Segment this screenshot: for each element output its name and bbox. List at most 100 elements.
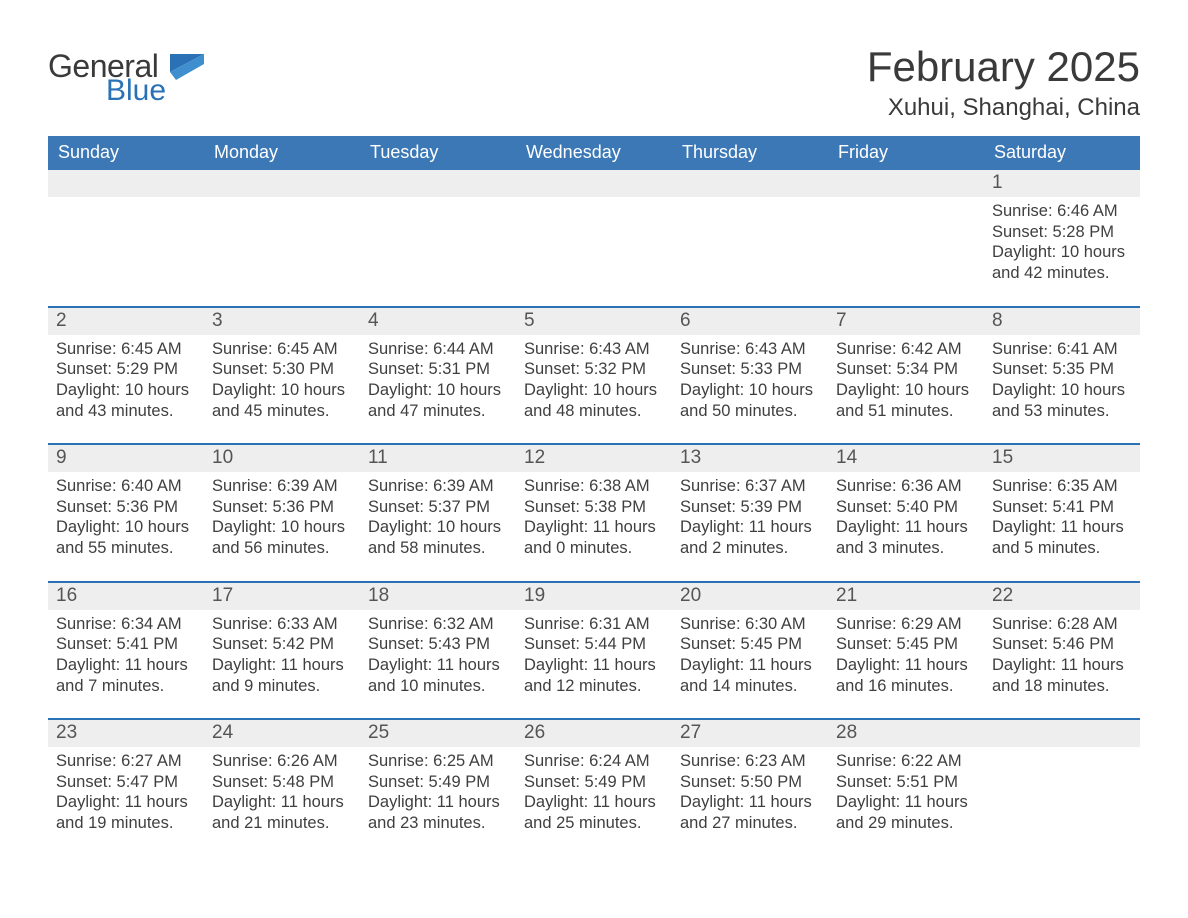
month-title: February 2025	[867, 44, 1140, 90]
day-detail-cell: Sunrise: 6:33 AMSunset: 5:42 PMDaylight:…	[204, 610, 360, 697]
day-number	[828, 170, 984, 197]
daylight-line-2: and 16 minutes.	[836, 676, 976, 697]
logo-text: General Blue	[48, 50, 166, 106]
sunrise-line: Sunrise: 6:25 AM	[368, 751, 508, 772]
daylight-line-1: Daylight: 11 hours	[524, 655, 664, 676]
daylight-line-2: and 29 minutes.	[836, 813, 976, 834]
weekday-header: Saturday	[984, 136, 1140, 170]
sunset-line: Sunset: 5:35 PM	[992, 359, 1132, 380]
week-spacer	[48, 421, 1140, 443]
day-number	[516, 170, 672, 197]
weekday-header: Friday	[828, 136, 984, 170]
sunrise-line: Sunrise: 6:23 AM	[680, 751, 820, 772]
sunset-line: Sunset: 5:45 PM	[680, 634, 820, 655]
sunrise-line: Sunrise: 6:36 AM	[836, 476, 976, 497]
sunrise-line: Sunrise: 6:43 AM	[524, 339, 664, 360]
daylight-line-1: Daylight: 10 hours	[368, 517, 508, 538]
sunset-line: Sunset: 5:40 PM	[836, 497, 976, 518]
daylight-line-2: and 2 minutes.	[680, 538, 820, 559]
daylight-line-2: and 43 minutes.	[56, 401, 196, 422]
daylight-line-1: Daylight: 10 hours	[992, 242, 1132, 263]
title-block: February 2025 Xuhui, Shanghai, China	[867, 44, 1140, 122]
day-detail-cell: Sunrise: 6:34 AMSunset: 5:41 PMDaylight:…	[48, 610, 204, 697]
day-detail-row: Sunrise: 6:40 AMSunset: 5:36 PMDaylight:…	[48, 472, 1140, 559]
day-number: 13	[672, 445, 828, 472]
sunrise-line: Sunrise: 6:30 AM	[680, 614, 820, 635]
week-spacer	[48, 284, 1140, 306]
day-number: 24	[204, 720, 360, 747]
day-number: 12	[516, 445, 672, 472]
day-number	[672, 170, 828, 197]
sunset-line: Sunset: 5:41 PM	[56, 634, 196, 655]
sunset-line: Sunset: 5:36 PM	[56, 497, 196, 518]
sunrise-line: Sunrise: 6:31 AM	[524, 614, 664, 635]
daylight-line-1: Daylight: 10 hours	[212, 517, 352, 538]
sunrise-line: Sunrise: 6:38 AM	[524, 476, 664, 497]
daylight-line-1: Daylight: 11 hours	[836, 655, 976, 676]
day-number-row: 2345678	[48, 306, 1140, 335]
daylight-line-1: Daylight: 11 hours	[212, 655, 352, 676]
day-number	[984, 720, 1140, 747]
daylight-line-1: Daylight: 10 hours	[56, 380, 196, 401]
daylight-line-2: and 3 minutes.	[836, 538, 976, 559]
day-number-row: 16171819202122	[48, 581, 1140, 610]
day-detail-cell: Sunrise: 6:44 AMSunset: 5:31 PMDaylight:…	[360, 335, 516, 422]
sunrise-line: Sunrise: 6:44 AM	[368, 339, 508, 360]
day-detail-cell	[828, 197, 984, 284]
daylight-line-2: and 23 minutes.	[368, 813, 508, 834]
day-number: 2	[48, 308, 204, 335]
day-number	[360, 170, 516, 197]
weekday-header: Sunday	[48, 136, 204, 170]
daylight-line-1: Daylight: 11 hours	[524, 792, 664, 813]
day-number: 20	[672, 583, 828, 610]
sunrise-line: Sunrise: 6:42 AM	[836, 339, 976, 360]
daylight-line-2: and 58 minutes.	[368, 538, 508, 559]
sunrise-line: Sunrise: 6:41 AM	[992, 339, 1132, 360]
day-detail-cell: Sunrise: 6:40 AMSunset: 5:36 PMDaylight:…	[48, 472, 204, 559]
sunrise-line: Sunrise: 6:40 AM	[56, 476, 196, 497]
sunset-line: Sunset: 5:48 PM	[212, 772, 352, 793]
daylight-line-2: and 10 minutes.	[368, 676, 508, 697]
daylight-line-2: and 55 minutes.	[56, 538, 196, 559]
day-number-row: 1	[48, 170, 1140, 197]
day-detail-cell: Sunrise: 6:27 AMSunset: 5:47 PMDaylight:…	[48, 747, 204, 834]
sunrise-line: Sunrise: 6:26 AM	[212, 751, 352, 772]
sunrise-line: Sunrise: 6:22 AM	[836, 751, 976, 772]
sunrise-line: Sunrise: 6:46 AM	[992, 201, 1132, 222]
day-detail-cell: Sunrise: 6:45 AMSunset: 5:29 PMDaylight:…	[48, 335, 204, 422]
week-spacer	[48, 696, 1140, 718]
day-detail-cell: Sunrise: 6:25 AMSunset: 5:49 PMDaylight:…	[360, 747, 516, 834]
daylight-line-2: and 12 minutes.	[524, 676, 664, 697]
day-number: 18	[360, 583, 516, 610]
calendar-page: General Blue February 2025 Xuhui, Shangh…	[0, 0, 1188, 874]
sunrise-line: Sunrise: 6:29 AM	[836, 614, 976, 635]
day-number: 19	[516, 583, 672, 610]
daylight-line-2: and 42 minutes.	[992, 263, 1132, 284]
flag-icon	[170, 54, 204, 80]
brand-logo: General Blue	[48, 44, 204, 106]
day-number-row: 9101112131415	[48, 443, 1140, 472]
day-detail-row: Sunrise: 6:27 AMSunset: 5:47 PMDaylight:…	[48, 747, 1140, 834]
day-detail-row: Sunrise: 6:46 AMSunset: 5:28 PMDaylight:…	[48, 197, 1140, 284]
daylight-line-2: and 7 minutes.	[56, 676, 196, 697]
weekday-header: Wednesday	[516, 136, 672, 170]
daylight-line-1: Daylight: 11 hours	[680, 517, 820, 538]
day-detail-cell: Sunrise: 6:38 AMSunset: 5:38 PMDaylight:…	[516, 472, 672, 559]
daylight-line-1: Daylight: 11 hours	[368, 792, 508, 813]
day-detail-cell: Sunrise: 6:43 AMSunset: 5:33 PMDaylight:…	[672, 335, 828, 422]
sunset-line: Sunset: 5:42 PM	[212, 634, 352, 655]
day-detail-cell: Sunrise: 6:28 AMSunset: 5:46 PMDaylight:…	[984, 610, 1140, 697]
day-detail-cell: Sunrise: 6:30 AMSunset: 5:45 PMDaylight:…	[672, 610, 828, 697]
daylight-line-2: and 50 minutes.	[680, 401, 820, 422]
weekday-header-row: SundayMondayTuesdayWednesdayThursdayFrid…	[48, 136, 1140, 170]
sunrise-line: Sunrise: 6:27 AM	[56, 751, 196, 772]
sunset-line: Sunset: 5:46 PM	[992, 634, 1132, 655]
daylight-line-1: Daylight: 11 hours	[680, 792, 820, 813]
daylight-line-1: Daylight: 11 hours	[212, 792, 352, 813]
day-detail-cell: Sunrise: 6:31 AMSunset: 5:44 PMDaylight:…	[516, 610, 672, 697]
day-number: 4	[360, 308, 516, 335]
sunset-line: Sunset: 5:36 PM	[212, 497, 352, 518]
sunset-line: Sunset: 5:44 PM	[524, 634, 664, 655]
daylight-line-1: Daylight: 10 hours	[212, 380, 352, 401]
sunrise-line: Sunrise: 6:24 AM	[524, 751, 664, 772]
